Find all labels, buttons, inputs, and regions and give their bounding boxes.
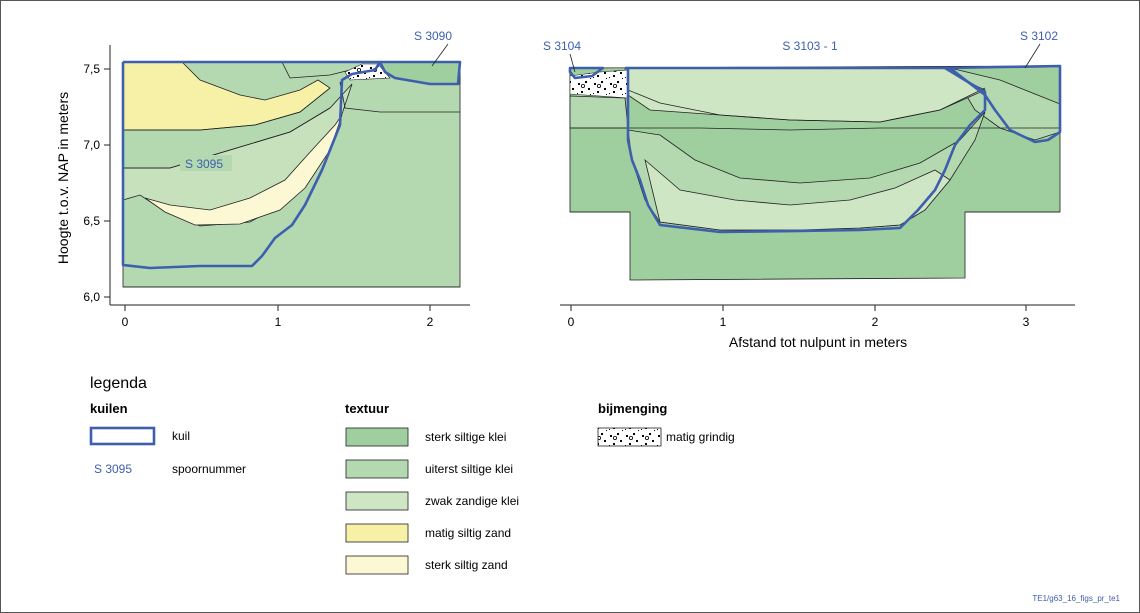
legend-swatch-sterk-siltige-klei [346,428,408,446]
footer-code: TE1/g63_16_figs_pr_te1 [1032,594,1120,603]
layer-uiterst-siltige-klei [570,96,628,128]
legend-item-kuil: kuil [172,429,190,443]
legend-heading-textuur: textuur [345,401,389,416]
legend-sample-number: S 3095 [94,462,132,476]
xtick-label: 0 [122,315,129,329]
ytick-label: 6,5 [83,214,100,228]
ytick-label: 7,0 [83,138,100,152]
legend-swatch-uiterst-siltige-klei [346,460,408,478]
trace-label-s3104: S 3104 [543,39,581,53]
legend: legenda kuilen kuil S 3095 spoornummer t… [90,375,735,574]
legend-heading-bijmenging: bijmenging [598,401,667,416]
right-axes: 0 1 2 3 Afstand tot nulpunt in meters [560,305,1075,350]
legend-item: zwak zandige klei [425,494,519,508]
legend-item: matig grindig [666,430,735,444]
trace-label-s3102: S 3102 [1020,29,1058,43]
ytick-label: 7,5 [83,62,100,76]
xtick-label: 0 [568,315,575,329]
xtick-label: 1 [720,315,727,329]
y-axis-label: Hoogte t.o.v. NAP in meters [55,92,71,264]
legend-swatch-matig-grindig [598,428,661,446]
legend-item: sterk siltig zand [425,558,508,572]
legend-item-spoornummer: spoornummer [172,462,246,476]
legend-heading-kuilen: kuilen [90,401,128,416]
right-profile [570,66,1060,280]
ytick-label: 6,0 [83,290,100,304]
trace-label-s3090: S 3090 [414,29,452,43]
legend-swatch-zwak-zandige-klei [346,492,408,510]
xtick-label: 3 [1023,315,1030,329]
legend-swatch-matig-siltig-zand [346,524,408,542]
trace-label-s3103: S 3103 - 1 [782,39,838,53]
legend-item: sterk siltige klei [425,430,506,444]
trace-label-s3095: S 3095 [185,157,223,171]
leader-line [1025,44,1040,68]
xtick-label: 2 [427,315,434,329]
legend-swatch-kuil [91,428,154,444]
x-axis-label: Afstand tot nulpunt in meters [729,334,907,350]
legend-swatch-sterk-siltig-zand [346,556,408,574]
left-profile [123,62,460,287]
xtick-label: 1 [275,315,282,329]
xtick-label: 2 [872,315,879,329]
legend-title: legenda [90,375,147,392]
legend-item: uiterst siltige klei [425,462,513,476]
legend-item: matig siltig zand [425,526,511,540]
